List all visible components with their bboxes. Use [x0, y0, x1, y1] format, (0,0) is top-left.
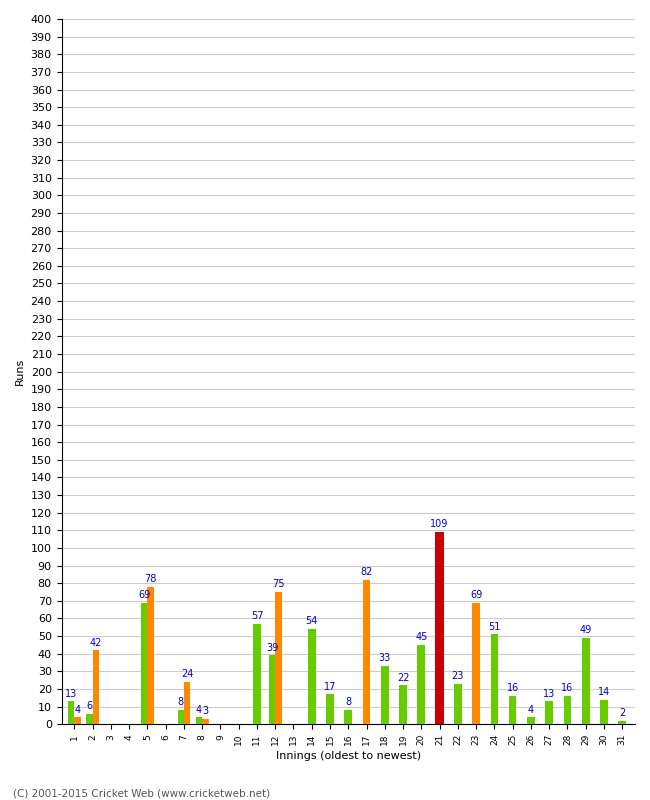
- Text: 33: 33: [379, 654, 391, 663]
- Text: 8: 8: [345, 698, 352, 707]
- Text: 54: 54: [306, 616, 318, 626]
- Text: 69: 69: [470, 590, 482, 600]
- Text: 42: 42: [90, 638, 102, 647]
- Text: 24: 24: [181, 670, 193, 679]
- Text: 22: 22: [396, 673, 410, 682]
- Bar: [618, 721, 626, 724]
- Text: 69: 69: [138, 590, 150, 600]
- Bar: [141, 602, 148, 724]
- Bar: [509, 696, 517, 724]
- Text: 4: 4: [75, 705, 81, 714]
- Bar: [177, 710, 184, 724]
- Bar: [148, 586, 154, 724]
- Bar: [381, 666, 389, 724]
- Text: 51: 51: [488, 622, 500, 632]
- Text: 39: 39: [266, 643, 278, 653]
- Text: 6: 6: [86, 701, 92, 711]
- Text: 109: 109: [430, 519, 448, 530]
- Text: 4: 4: [528, 705, 534, 714]
- Text: 16: 16: [506, 683, 519, 694]
- Bar: [269, 655, 275, 724]
- Text: 78: 78: [144, 574, 157, 584]
- Bar: [582, 638, 590, 724]
- Bar: [326, 694, 334, 724]
- Bar: [344, 710, 352, 724]
- Text: 16: 16: [562, 683, 573, 694]
- Bar: [202, 719, 209, 724]
- Text: 13: 13: [65, 689, 77, 698]
- Bar: [196, 717, 202, 724]
- Bar: [308, 629, 315, 724]
- Bar: [454, 684, 462, 724]
- Bar: [399, 686, 407, 724]
- Bar: [545, 702, 553, 724]
- Bar: [253, 624, 261, 724]
- Bar: [473, 602, 480, 724]
- Text: 17: 17: [324, 682, 336, 692]
- Bar: [600, 699, 608, 724]
- Text: 49: 49: [580, 625, 592, 635]
- Text: 4: 4: [196, 705, 202, 714]
- Bar: [74, 717, 81, 724]
- Bar: [363, 580, 370, 724]
- Bar: [68, 702, 74, 724]
- Bar: [275, 592, 281, 724]
- Text: 3: 3: [202, 706, 209, 716]
- Text: (C) 2001-2015 Cricket Web (www.cricketweb.net): (C) 2001-2015 Cricket Web (www.cricketwe…: [13, 788, 270, 798]
- Text: 23: 23: [452, 671, 464, 681]
- Bar: [86, 714, 92, 724]
- Text: 2: 2: [619, 708, 625, 718]
- Text: 82: 82: [360, 567, 372, 577]
- Bar: [184, 682, 190, 724]
- Text: 8: 8: [177, 698, 184, 707]
- Bar: [527, 717, 535, 724]
- Bar: [564, 696, 571, 724]
- Y-axis label: Runs: Runs: [15, 358, 25, 386]
- Text: 45: 45: [415, 632, 428, 642]
- X-axis label: Innings (oldest to newest): Innings (oldest to newest): [276, 751, 421, 761]
- Bar: [491, 634, 498, 724]
- Text: 75: 75: [272, 579, 285, 590]
- Bar: [92, 650, 99, 724]
- Bar: [417, 645, 425, 724]
- Text: 14: 14: [598, 687, 610, 697]
- Bar: [435, 532, 445, 724]
- Text: 13: 13: [543, 689, 555, 698]
- Text: 57: 57: [251, 611, 263, 621]
